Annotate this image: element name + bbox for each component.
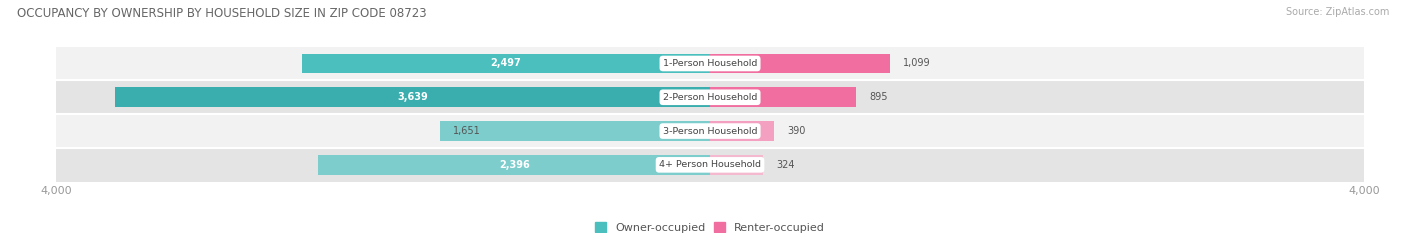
Text: 2-Person Household: 2-Person Household bbox=[662, 93, 758, 102]
Text: 4+ Person Household: 4+ Person Household bbox=[659, 160, 761, 169]
Bar bbox=[302, 54, 710, 73]
Text: Source: ZipAtlas.com: Source: ZipAtlas.com bbox=[1285, 7, 1389, 17]
Bar bbox=[710, 87, 856, 107]
Text: 1-Person Household: 1-Person Household bbox=[662, 59, 758, 68]
Text: 895: 895 bbox=[869, 92, 889, 102]
Text: 3-Person Household: 3-Person Household bbox=[662, 127, 758, 136]
Text: 2,396: 2,396 bbox=[499, 160, 530, 170]
Bar bbox=[710, 54, 890, 73]
Bar bbox=[710, 155, 763, 175]
Text: 1,651: 1,651 bbox=[453, 126, 481, 136]
Bar bbox=[56, 148, 1364, 182]
Bar bbox=[440, 121, 710, 141]
Bar bbox=[115, 87, 710, 107]
Text: 3,639: 3,639 bbox=[398, 92, 427, 102]
Bar bbox=[56, 80, 1364, 114]
Bar bbox=[318, 155, 710, 175]
Text: 390: 390 bbox=[787, 126, 806, 136]
Legend: Owner-occupied, Renter-occupied: Owner-occupied, Renter-occupied bbox=[595, 223, 825, 233]
Bar bbox=[710, 121, 773, 141]
Text: 324: 324 bbox=[776, 160, 794, 170]
Text: 2,497: 2,497 bbox=[491, 58, 522, 69]
Bar bbox=[56, 114, 1364, 148]
Text: OCCUPANCY BY OWNERSHIP BY HOUSEHOLD SIZE IN ZIP CODE 08723: OCCUPANCY BY OWNERSHIP BY HOUSEHOLD SIZE… bbox=[17, 7, 426, 20]
Bar bbox=[56, 47, 1364, 80]
Text: 1,099: 1,099 bbox=[903, 58, 931, 69]
